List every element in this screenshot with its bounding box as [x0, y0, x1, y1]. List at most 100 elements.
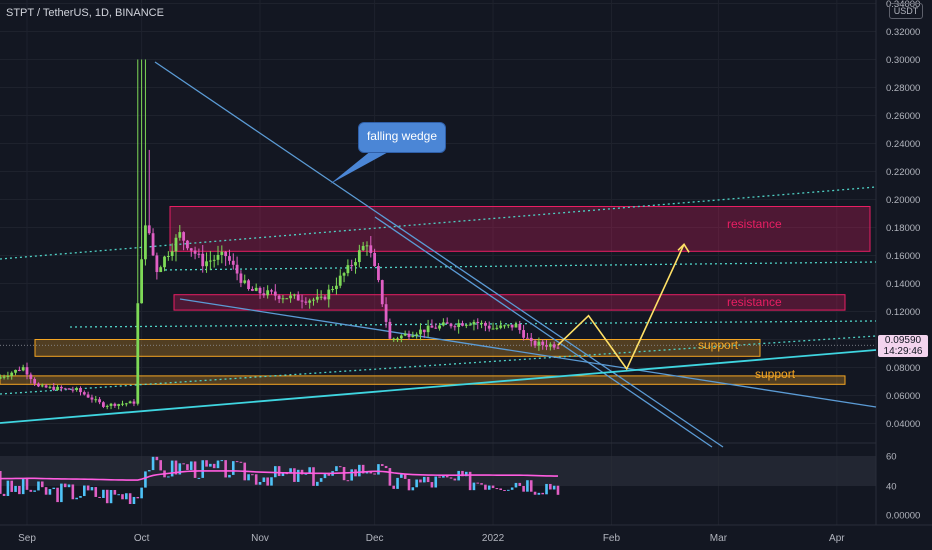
indicator-bar-96 — [365, 471, 369, 474]
indicator-bar-31 — [117, 494, 120, 496]
projection-arrowhead — [677, 243, 690, 253]
candle-body-123 — [468, 324, 472, 326]
indicator-bar-1 — [2, 493, 6, 496]
indicator-bar-125 — [476, 482, 480, 484]
candle-body-136 — [518, 323, 522, 331]
indicator-bar-73 — [277, 466, 281, 477]
candle-body-64 — [243, 280, 247, 283]
indicator-signal-line — [0, 470, 558, 481]
long-term-support-line — [0, 349, 877, 424]
candle-body-43 — [163, 256, 166, 268]
indicator-bar-55 — [209, 463, 212, 467]
candle-body-6 — [21, 367, 25, 371]
candle-body-39 — [147, 225, 151, 234]
indicator-bar-41 — [155, 456, 159, 461]
candle-body-37 — [140, 259, 143, 304]
indicator-bar-39 — [147, 470, 151, 472]
indicator-bar-66 — [251, 474, 254, 476]
indicator-bar-105 — [400, 474, 403, 478]
indicator-bar-70 — [266, 477, 269, 486]
currency-button[interactable]: USDT — [889, 3, 923, 19]
candle-body-86 — [327, 289, 331, 300]
indicator-bar-52 — [197, 477, 201, 479]
falling-wedge-callout: falling wedge — [358, 122, 446, 153]
candle-body-142 — [541, 341, 545, 345]
candle-body-25 — [94, 399, 98, 401]
candle-body-141 — [537, 341, 541, 346]
candle-body-138 — [526, 337, 529, 339]
candle-body-9 — [33, 379, 37, 384]
price-axis[interactable]: 0.34000 0.32000 0.30000 0.28000 0.26000 0.240… — [886, 0, 920, 522]
candle-body-125 — [476, 321, 480, 323]
candle-body-46 — [174, 237, 178, 252]
price-tick-label: 0.06000 — [886, 391, 920, 402]
price-tick-label: 0.16000 — [886, 251, 920, 262]
indicator-bar-47 — [178, 463, 182, 475]
indicator-bar-11 — [40, 481, 44, 488]
candle-body-134 — [510, 324, 514, 328]
time-axis[interactable]: Sep Oct Nov Dec 2022 Feb Mar Apr — [18, 533, 845, 544]
candle-body-27 — [102, 402, 105, 407]
candle-body-20 — [75, 388, 79, 390]
candle-body-59 — [224, 251, 228, 257]
indicator-bar-56 — [212, 463, 216, 469]
candle-body-103 — [392, 338, 396, 340]
candle-body-10 — [37, 383, 40, 387]
candle-body-128 — [487, 325, 491, 329]
indicator-bar-46 — [174, 460, 178, 475]
candle-body-131 — [499, 325, 503, 328]
indicator-bar-103 — [392, 485, 396, 489]
candle-body-92 — [350, 265, 354, 267]
candle-body-145 — [552, 344, 556, 348]
candle-body-3 — [10, 372, 14, 376]
candle-body-135 — [514, 323, 518, 328]
support-label-upper: support — [698, 338, 739, 352]
indicator-bar-137 — [522, 485, 525, 492]
candle-body-140 — [533, 340, 537, 346]
indicator-bar-57 — [216, 460, 220, 469]
candle-body-114 — [434, 327, 438, 329]
indicator-bar-142 — [541, 492, 544, 495]
price-tick-label: 0.34000 — [886, 0, 920, 10]
candles — [0, 59, 560, 410]
indicator-bar-117 — [445, 475, 449, 478]
indicator-bar-2 — [6, 480, 10, 496]
candle-body-49 — [186, 240, 189, 249]
time-tick-label: Mar — [710, 533, 728, 544]
candle-body-73 — [277, 295, 281, 300]
candle-body-88 — [335, 285, 338, 290]
indicator-bar-62 — [235, 461, 239, 463]
last-price-tag: 0.09590 14:29:46 — [878, 335, 928, 357]
candle-body-67 — [254, 287, 258, 291]
candle-body-62 — [235, 264, 239, 274]
candle-body-50 — [189, 248, 193, 251]
indicator-bar-13 — [48, 489, 52, 495]
indicator-bar-74 — [281, 473, 285, 477]
candle-body-34 — [128, 401, 132, 404]
indicator-bar-101 — [384, 465, 388, 469]
indicator-bar-135 — [514, 482, 518, 488]
candle-body-66 — [250, 288, 254, 291]
indicator-bar-92 — [350, 469, 353, 481]
indicator-bar-50 — [189, 461, 193, 470]
channel-line-bottom — [0, 335, 877, 395]
candle-body-76 — [289, 295, 292, 299]
channel-line-lower — [69, 320, 877, 328]
candle-body-85 — [323, 296, 327, 300]
indicator-bar-3 — [10, 480, 14, 492]
indicator-bar-38 — [144, 471, 147, 488]
candle-body-23 — [86, 394, 90, 398]
indicator-bar-33 — [125, 493, 128, 500]
indicator-bar-7 — [25, 478, 29, 490]
candle-body-13 — [48, 386, 52, 388]
indicator-bar-61 — [231, 461, 235, 475]
indicator-bar-145 — [552, 485, 556, 490]
indicator-bar-104 — [396, 477, 399, 489]
candle-body-139 — [529, 337, 533, 341]
indicator-bar-8 — [29, 489, 33, 492]
indicator-bar-36 — [136, 496, 140, 499]
indicator-bar-128 — [487, 485, 491, 490]
candle-body-129 — [491, 328, 495, 330]
grid-lines — [0, 0, 932, 526]
